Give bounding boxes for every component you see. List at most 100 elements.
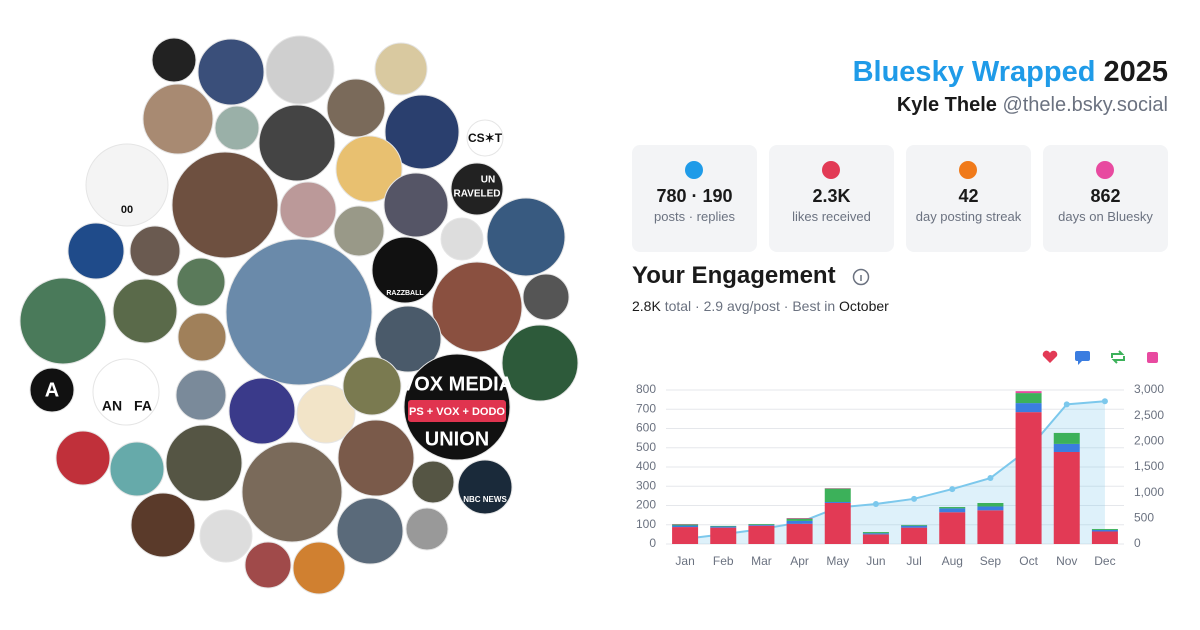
total: 2.8K bbox=[632, 298, 661, 314]
line-point bbox=[987, 475, 994, 482]
stat-card: 780 · 190 posts · replies bbox=[632, 145, 757, 252]
avatar bbox=[374, 42, 428, 96]
avatar bbox=[440, 217, 484, 261]
legend-icon[interactable] bbox=[1147, 352, 1158, 363]
x-tick-label: Nov bbox=[1056, 554, 1077, 568]
stat-value: 2.3K bbox=[812, 186, 851, 206]
avatar bbox=[336, 497, 404, 565]
avatar bbox=[501, 324, 579, 402]
bar-segment bbox=[1091, 531, 1118, 544]
bar-segment bbox=[939, 512, 966, 544]
avatar bbox=[486, 197, 566, 277]
avatar bbox=[326, 78, 386, 138]
y-tick-label: 200 bbox=[636, 498, 656, 512]
avatar bbox=[142, 83, 214, 155]
bar-segment bbox=[939, 507, 966, 509]
avatar bbox=[431, 261, 523, 353]
avatar bbox=[165, 424, 243, 502]
y-tick-label: 0 bbox=[649, 536, 656, 550]
bar-segment bbox=[672, 524, 699, 526]
y-tick-label: 700 bbox=[636, 401, 656, 415]
x-tick-label: Aug bbox=[942, 554, 963, 568]
x-tick-label: Dec bbox=[1094, 554, 1115, 568]
stat-label: posts · replies bbox=[654, 209, 735, 224]
y-tick-label: 300 bbox=[636, 478, 656, 492]
avatar bbox=[175, 369, 227, 421]
bar-segment bbox=[1091, 528, 1118, 530]
x-tick-label: Jul bbox=[906, 554, 921, 568]
logo-band bbox=[408, 400, 506, 422]
logo-text: PS + VOX + DODO bbox=[409, 406, 505, 418]
bar-segment bbox=[862, 534, 889, 544]
avatar bbox=[176, 257, 226, 307]
y2-tick-label: 3,000 bbox=[1134, 382, 1164, 396]
y2-tick-label: 1,500 bbox=[1134, 459, 1164, 473]
logo-text: CS✶T bbox=[468, 131, 503, 145]
avatar bbox=[279, 181, 337, 239]
logo-text: 00 bbox=[121, 204, 133, 216]
bar-segment bbox=[862, 532, 889, 534]
avatar bbox=[225, 238, 373, 386]
stat-icon bbox=[822, 161, 840, 179]
bar-segment bbox=[862, 533, 889, 535]
legend-icon[interactable] bbox=[1111, 350, 1125, 364]
avatar bbox=[333, 205, 385, 257]
summary-middle: total · 2.9 avg/post · Best in bbox=[664, 298, 836, 314]
avatar bbox=[265, 35, 335, 105]
legend-icon[interactable] bbox=[1042, 350, 1058, 363]
bar-segment bbox=[710, 526, 737, 528]
bar-segment bbox=[1015, 412, 1042, 544]
stat-label: likes received bbox=[792, 209, 871, 224]
stat-label: day posting streak bbox=[915, 209, 1022, 224]
x-tick-label: Apr bbox=[790, 554, 809, 568]
bar-segment bbox=[1053, 451, 1080, 544]
stat-value: 862 bbox=[1090, 186, 1121, 206]
x-tick-label: May bbox=[826, 554, 849, 568]
y2-tick-label: 1,000 bbox=[1134, 485, 1164, 499]
avatar bbox=[228, 377, 296, 445]
y2-tick-label: 2,000 bbox=[1134, 434, 1164, 448]
x-tick-label: Jan bbox=[675, 554, 694, 568]
bar-segment bbox=[748, 524, 775, 526]
bar-segment bbox=[977, 510, 1004, 544]
line-point bbox=[1063, 401, 1070, 408]
avatar bbox=[197, 38, 265, 106]
brand: Bluesky Wrapped bbox=[852, 56, 1096, 88]
cumulative-area bbox=[685, 401, 1105, 544]
user: Kyle Thele @thele.bsky.social bbox=[897, 94, 1168, 117]
avatar bbox=[405, 507, 449, 551]
stat-icon bbox=[959, 161, 977, 179]
logo-text: RAVELED bbox=[453, 189, 500, 200]
y-tick-label: 800 bbox=[636, 382, 656, 396]
bar-segment bbox=[1053, 443, 1080, 452]
avatar bbox=[450, 162, 504, 216]
bar-segment bbox=[672, 525, 699, 528]
line-point bbox=[911, 495, 918, 502]
logo-text: AN bbox=[102, 398, 122, 414]
bar-segment bbox=[672, 527, 699, 544]
section-title: Your Engagement bbox=[632, 262, 836, 289]
avatar bbox=[19, 277, 107, 365]
best-month: October bbox=[839, 298, 889, 314]
engagement-chart: 0 100 200 300 400 500 600 700 800 0 500 1,000 1,500 2… bbox=[636, 350, 1164, 568]
avatar bbox=[199, 509, 253, 563]
stat-label: days on Bluesky bbox=[1058, 209, 1153, 224]
avatar bbox=[109, 441, 165, 497]
avatar bbox=[292, 541, 346, 595]
avatar bbox=[522, 273, 570, 321]
bar-segment bbox=[1053, 432, 1080, 444]
legend-icon[interactable] bbox=[1075, 351, 1090, 365]
info-icon[interactable] bbox=[852, 268, 870, 286]
avatar-cloud bbox=[19, 35, 579, 595]
y-tick-label: 600 bbox=[636, 421, 656, 435]
x-tick-label: Feb bbox=[713, 554, 734, 568]
bar-segment bbox=[1015, 393, 1042, 404]
logo-text: UN bbox=[481, 175, 495, 186]
bar-segment bbox=[824, 488, 851, 503]
avatar bbox=[130, 492, 196, 558]
handle: @thele.bsky.social bbox=[1002, 94, 1168, 116]
avatar bbox=[466, 119, 504, 157]
logo-text: RAZZBALL bbox=[386, 290, 424, 297]
bar-segment bbox=[939, 508, 966, 513]
